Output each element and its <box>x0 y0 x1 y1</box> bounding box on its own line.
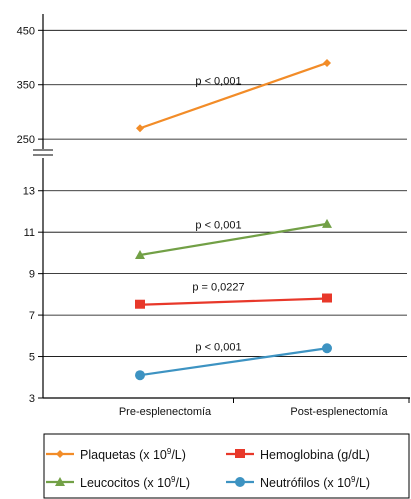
circle-marker <box>322 343 332 354</box>
legend-label: Plaquetas (x 109/L) <box>80 447 186 462</box>
legend-box <box>43 433 410 499</box>
square-marker <box>135 299 145 309</box>
x-tick-label: Pre-esplenectomía <box>119 406 212 418</box>
legend-item-neutrofilos: Neutrófilos (x 109/L) <box>226 475 370 490</box>
y-tick-label: 13 <box>23 186 35 198</box>
triangle-marker <box>135 249 145 259</box>
y-tick-label: 7 <box>29 310 35 322</box>
p-value-label: p < 0,001 <box>195 76 241 88</box>
p-value-label: p < 0,001 <box>195 342 241 354</box>
series-line <box>139 61 328 130</box>
square-marker <box>322 293 332 303</box>
series-hemoglobina <box>135 293 332 309</box>
legend-item-hemoglobina: Hemoglobina (g/dL) <box>226 448 370 462</box>
y-tick-label: 3 <box>29 393 35 405</box>
x-tick-labels: Pre-esplenectomía Post-esplenectomía <box>119 406 389 418</box>
diamond-marker <box>136 124 144 133</box>
series-line <box>139 347 328 377</box>
series-line <box>139 297 328 306</box>
legend-label: Neutrófilos (x 109/L) <box>260 475 370 490</box>
diamond-marker <box>323 58 331 67</box>
legend-label: Hemoglobina (g/dL) <box>260 448 370 462</box>
annotations: p < 0,001 p = 0,0227 p < 0,001 p < 0,001 <box>192 76 244 354</box>
triangle-marker <box>322 218 332 228</box>
x-tick-label: Post-esplenectomía <box>290 406 388 418</box>
series-neutrofilos <box>135 343 332 381</box>
circle-marker <box>235 477 245 487</box>
axes <box>33 14 410 403</box>
triangle-marker <box>55 477 65 486</box>
axis-break-gap <box>33 149 53 156</box>
y-tick-label: 9 <box>29 269 35 281</box>
y-tick-label: 450 <box>17 25 35 37</box>
legend-item-plaquetas: Plaquetas (x 109/L) <box>46 447 186 462</box>
circle-marker <box>135 370 145 381</box>
legend-label: Leucocitos (x 109/L) <box>80 475 190 490</box>
legend: Plaquetas (x 109/L) Hemoglobina (g/dL) Leu… <box>43 433 410 499</box>
y-tick-label: 250 <box>17 134 35 146</box>
series-layer <box>135 58 332 381</box>
y-tick-label: 11 <box>24 227 35 239</box>
series-leucocitos <box>135 218 332 259</box>
p-value-label: p < 0,001 <box>195 219 241 231</box>
square-marker <box>235 449 245 458</box>
y-tick-labels: 450 350 250 13 11 9 7 5 3 <box>17 25 35 405</box>
y-tick-label: 350 <box>17 80 35 92</box>
series-plaquetas <box>136 58 331 133</box>
y-tick-label: 5 <box>29 352 35 364</box>
diamond-marker <box>56 450 64 458</box>
series-line <box>139 222 328 257</box>
p-value-label: p = 0,0227 <box>192 282 244 294</box>
legend-item-leucocitos: Leucocitos (x 109/L) <box>46 475 190 490</box>
